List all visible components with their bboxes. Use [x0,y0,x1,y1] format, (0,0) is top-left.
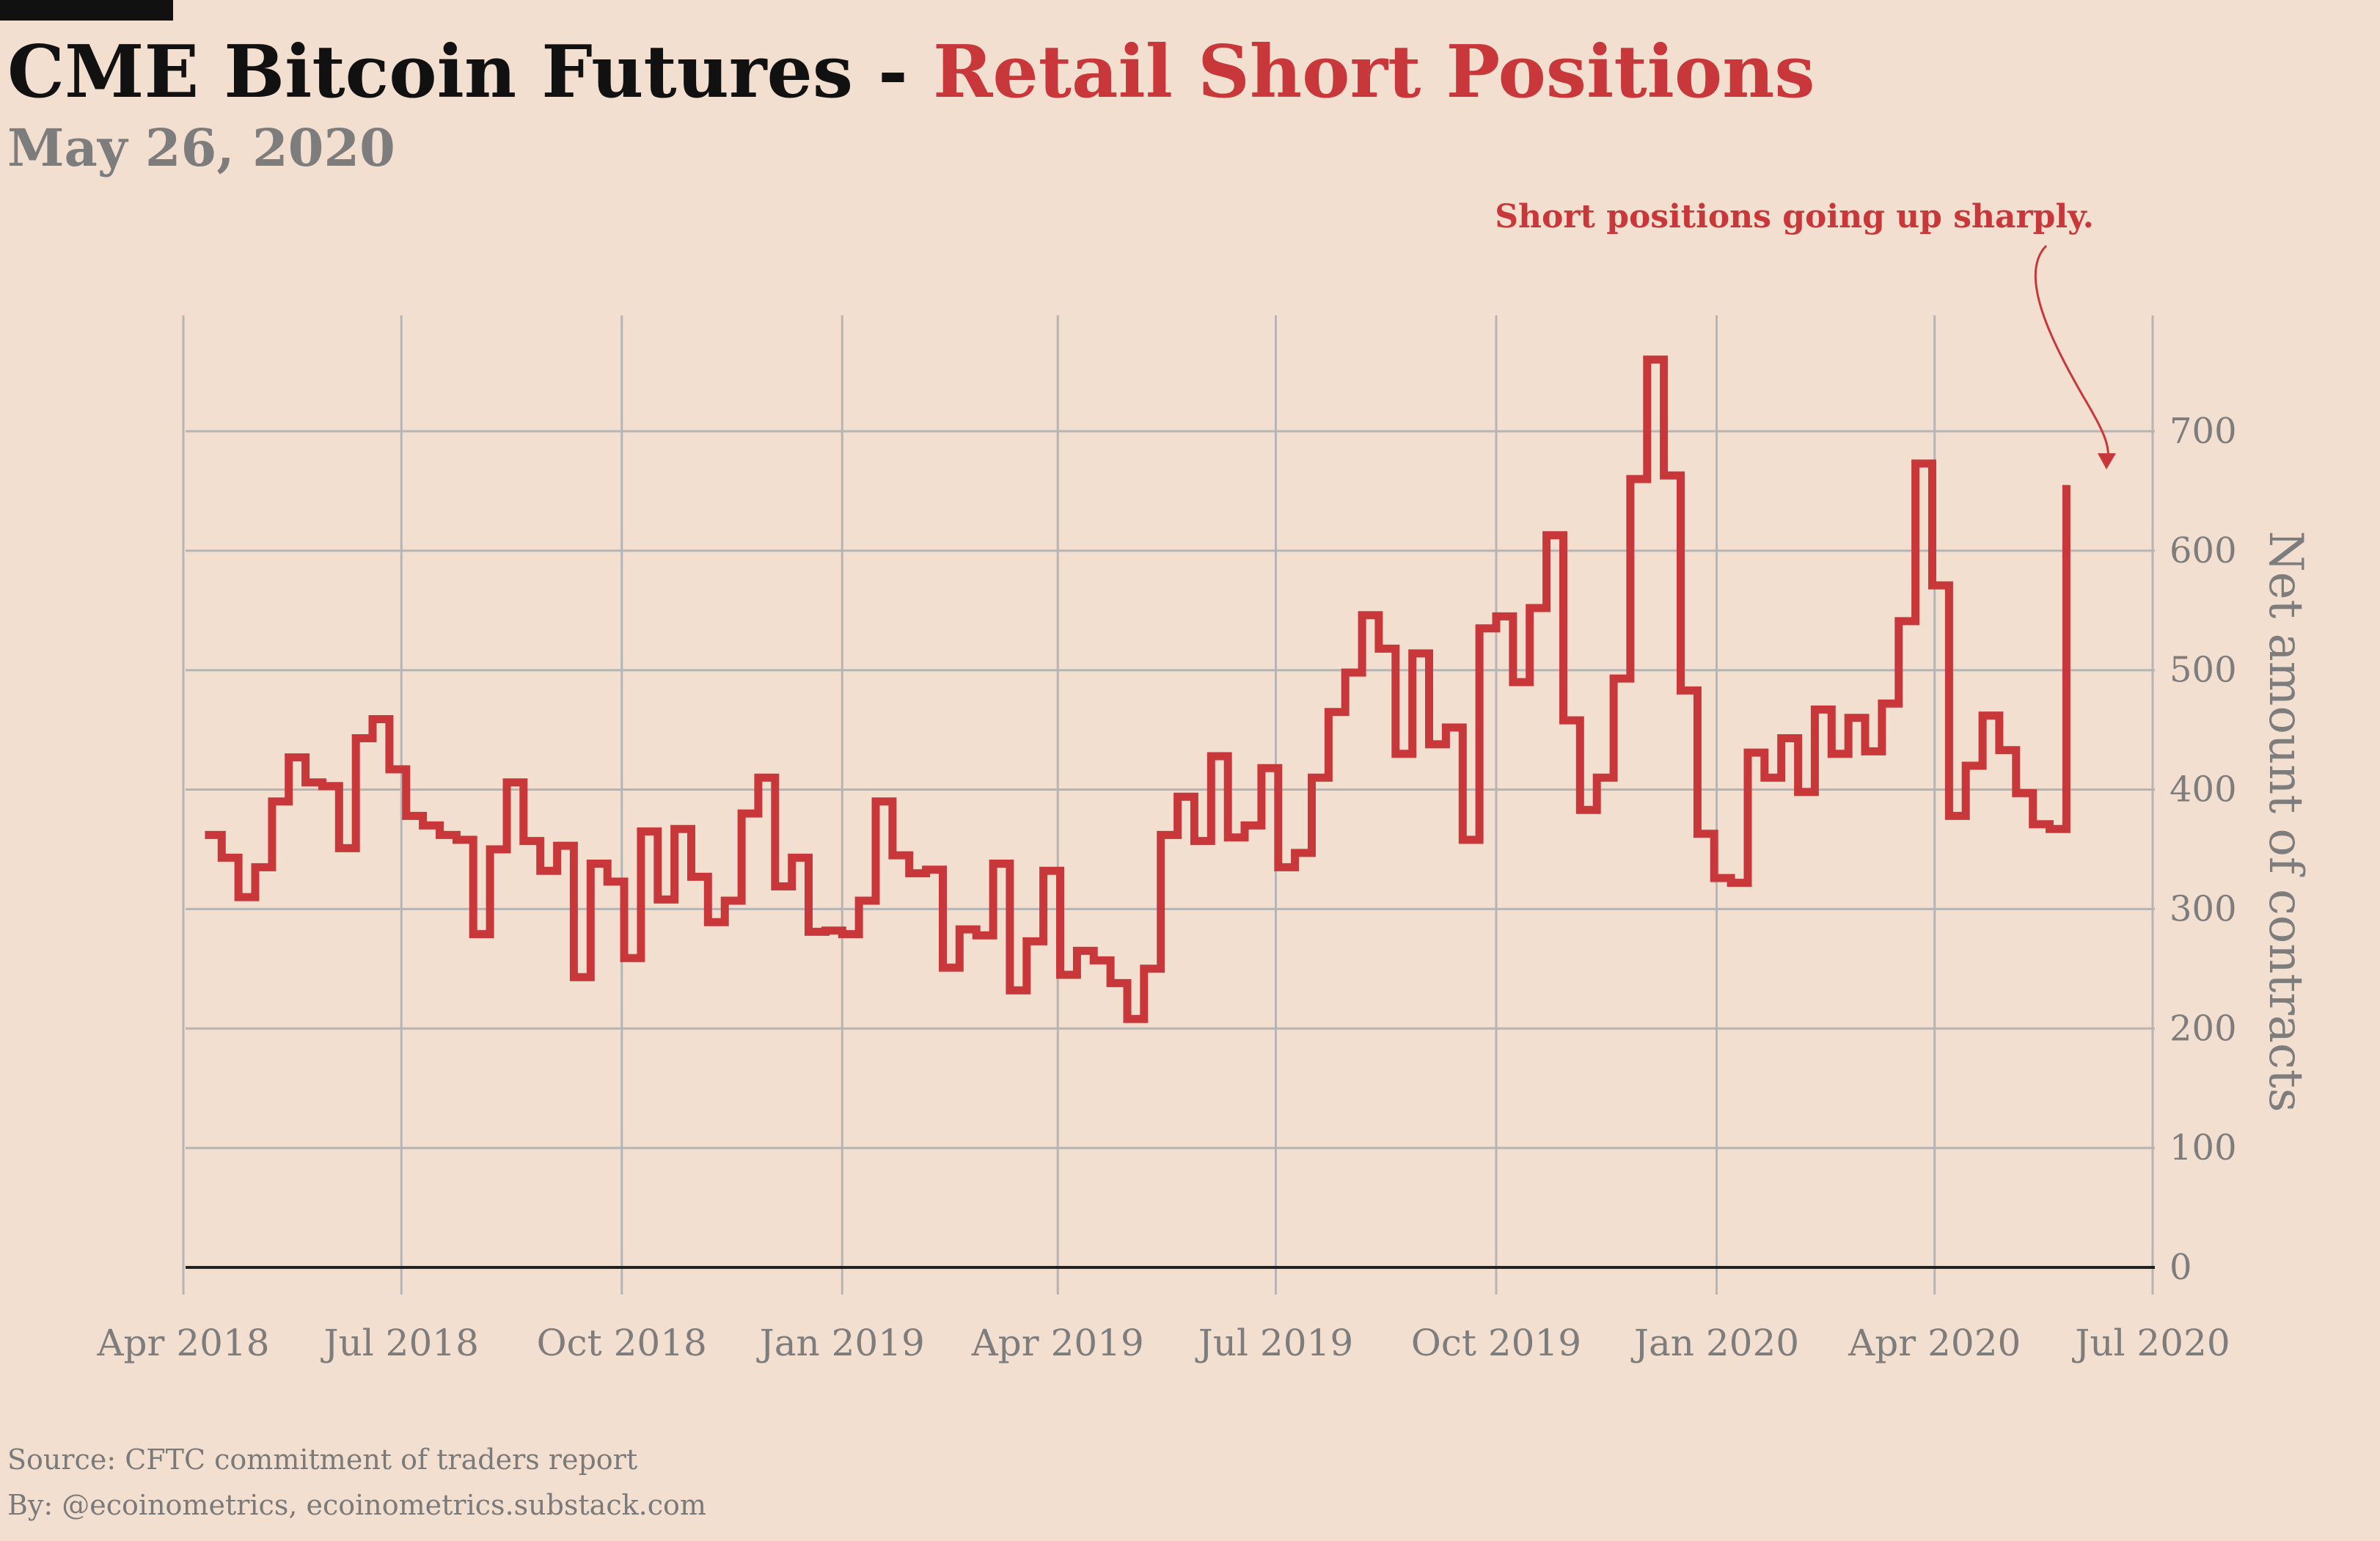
x-tick-label: Oct 2018 [537,1322,707,1364]
y-tick-label: 500 [2170,650,2237,691]
title-main: CME Bitcoin Futures - [7,30,933,114]
y-tick-label: 200 [2170,1008,2237,1049]
annotation-arrowhead [2098,453,2116,469]
y-tick-label: 0 [2170,1247,2192,1288]
y-axis-label: Net amount of contracts [2258,531,2313,1113]
x-tick-label: Jul 2020 [2071,1322,2230,1364]
annotation-text: Short positions going up sharply. [1495,198,2094,235]
series-points [205,359,2066,1019]
x-tick-label: Apr 2020 [1848,1322,2021,1364]
x-tick-label: Apr 2018 [96,1322,269,1364]
x-tick-label: Apr 2019 [971,1322,1144,1364]
title-accent: Retail Short Positions [932,30,1815,114]
y-tick-label: 700 [2170,411,2237,452]
y-tick-label: 300 [2170,888,2237,929]
x-tick-label: Oct 2019 [1411,1322,1581,1364]
chart-title: CME Bitcoin Futures - Retail Short Posit… [7,29,1815,116]
x-tick-label: Jul 2018 [321,1322,479,1364]
grid-horizontal [186,430,2155,1149]
x-tick-label: Jan 2020 [1630,1322,1799,1364]
y-tick-label: 100 [2170,1127,2237,1168]
source-note: Source: CFTC commitment of traders repor… [7,1443,638,1476]
y-tick-label: 400 [2170,769,2237,810]
series-line [205,355,2070,1023]
annotation-arrow [2034,244,2109,464]
credit-note: By: @ecoinometrics, ecoinometrics.substa… [7,1489,706,1521]
corner-accent-bar [0,0,173,21]
x-tick-label: Jul 2019 [1195,1322,1353,1364]
x-tick-labels: Apr 2018 Jul 2018 Oct 2018 Jan 2019 Apr 2019… [96,1322,2230,1364]
chart-date: May 26, 2020 [7,117,395,178]
y-tick-labels: 0 100 200 300 400 500 600 700 [2170,411,2237,1288]
y-tick-label: 600 [2170,530,2237,571]
x-tick-label: Jan 2019 [756,1322,925,1364]
